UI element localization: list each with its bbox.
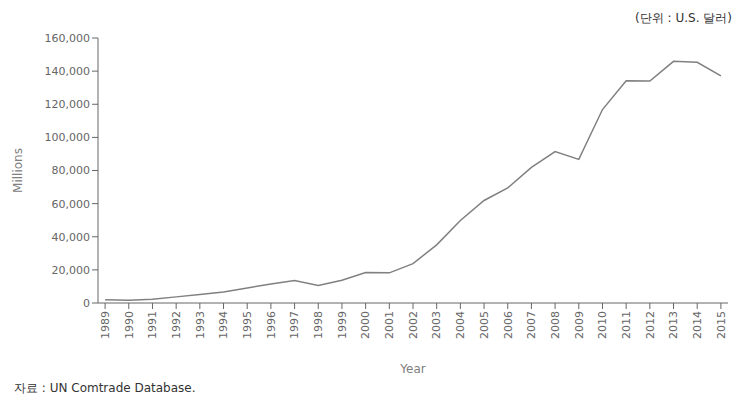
- html-text:(단위 : U.S. 달러): (단위 : U.S. 달러): [635, 11, 732, 25]
- svg-text:40,000: 40,000: [52, 231, 91, 244]
- svg-text:2011: 2011: [620, 311, 633, 339]
- svg-text:2006: 2006: [502, 311, 515, 339]
- svg-text:2012: 2012: [644, 311, 657, 339]
- svg-text:20,000: 20,000: [52, 264, 91, 277]
- svg-text:2009: 2009: [573, 311, 586, 339]
- svg-text:2007: 2007: [525, 311, 538, 339]
- svg-text:1989: 1989: [99, 311, 112, 339]
- svg-text:1999: 1999: [336, 311, 349, 339]
- svg-text:1993: 1993: [194, 311, 207, 339]
- svg-text:2002: 2002: [407, 311, 420, 339]
- svg-text:1994: 1994: [217, 311, 230, 339]
- svg-text:1995: 1995: [241, 311, 254, 339]
- html-text:자료 : UN Comtrade Database.: 자료 : UN Comtrade Database.: [14, 381, 196, 395]
- svg-text:80,000: 80,000: [52, 164, 91, 177]
- svg-text:2013: 2013: [667, 311, 680, 339]
- svg-text:0: 0: [83, 297, 90, 310]
- svg-text:160,000: 160,000: [45, 32, 91, 45]
- svg-text:1998: 1998: [312, 311, 325, 339]
- svg-text:2000: 2000: [359, 311, 372, 339]
- svg-text:120,000: 120,000: [45, 98, 91, 111]
- svg-text:1992: 1992: [170, 311, 183, 339]
- svg-text:1990: 1990: [123, 311, 136, 339]
- svg-text:1996: 1996: [265, 311, 278, 339]
- svg-text:2008: 2008: [549, 311, 562, 339]
- svg-text:Year: Year: [399, 362, 425, 376]
- svg-text:2004: 2004: [454, 311, 467, 339]
- svg-text:60,000: 60,000: [52, 198, 91, 211]
- svg-text:140,000: 140,000: [45, 65, 91, 78]
- svg-text:2005: 2005: [478, 311, 491, 339]
- svg-text:2014: 2014: [691, 311, 704, 339]
- svg-text:100,000: 100,000: [45, 131, 91, 144]
- svg-text:1997: 1997: [288, 311, 301, 339]
- svg-text:Millions: Millions: [11, 148, 25, 193]
- svg-text:2015: 2015: [715, 311, 728, 339]
- svg-text:2003: 2003: [430, 311, 443, 339]
- svg-text:1991: 1991: [146, 311, 159, 339]
- svg-text:2010: 2010: [596, 311, 609, 339]
- svg-text:2001: 2001: [383, 311, 396, 339]
